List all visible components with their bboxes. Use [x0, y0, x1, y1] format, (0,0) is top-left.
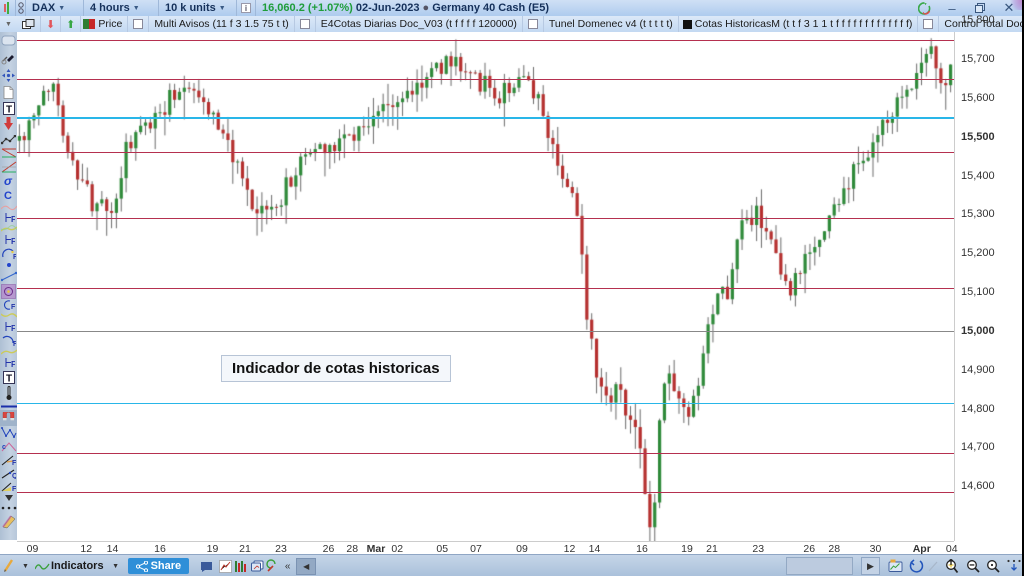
svg-text:F: F	[13, 254, 16, 260]
svg-text:F: F	[13, 341, 16, 347]
svg-text:F: F	[12, 486, 16, 492]
svg-text:F: F	[11, 304, 15, 310]
svg-text:F: F	[11, 324, 15, 332]
svg-text:c: c	[2, 444, 6, 451]
svg-text:T: T	[5, 104, 11, 115]
svg-text:i: i	[245, 4, 247, 13]
svg-text:F: F	[11, 360, 15, 368]
svg-text:C: C	[4, 190, 12, 201]
svg-text:σ: σ	[4, 175, 13, 187]
svg-text:Q: Q	[12, 473, 16, 479]
svg-text:T: T	[5, 373, 11, 384]
svg-text:F: F	[11, 237, 15, 245]
svg-text:F: F	[11, 215, 15, 223]
svg-text:F: F	[12, 460, 16, 466]
